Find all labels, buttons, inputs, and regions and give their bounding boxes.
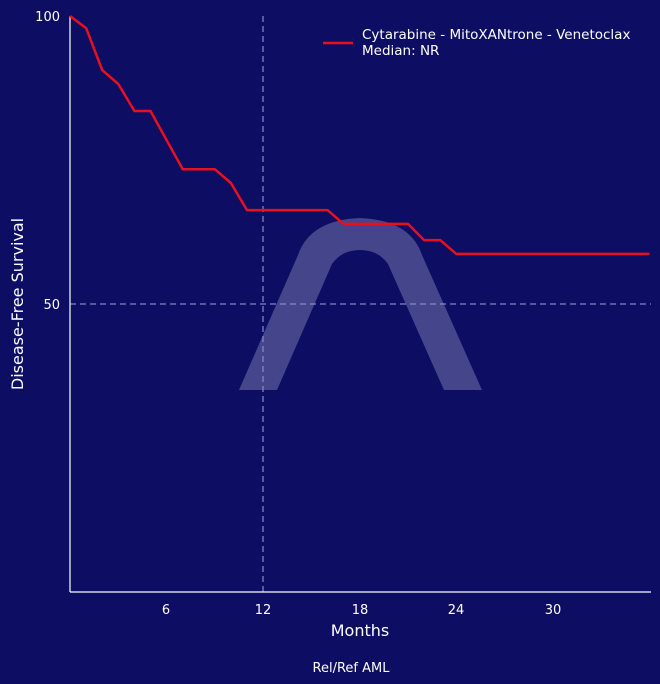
x-axis-title: Months — [331, 621, 389, 640]
x-tick-6: 6 — [162, 603, 170, 618]
x-tick-18: 18 — [352, 603, 369, 618]
x-ticks: 6 12 18 24 30 — [162, 603, 561, 618]
x-tick-24: 24 — [448, 603, 465, 618]
x-tick-30: 30 — [545, 603, 562, 618]
chart-caption: Rel/Ref AML — [313, 661, 391, 676]
y-tick-100: 100 — [35, 10, 60, 25]
survival-curve — [69, 15, 650, 256]
legend-median: Median: NR — [362, 43, 439, 59]
y-axis-title: Disease-Free Survival — [8, 218, 27, 390]
x-tick-12: 12 — [255, 603, 272, 618]
y-ticks: 100 50 — [35, 10, 60, 313]
watermark-logo-icon — [239, 218, 482, 390]
legend-label: Cytarabine - MitoXANtrone - Venetoclax — [362, 27, 630, 43]
legend: Cytarabine - MitoXANtrone - Venetoclax M… — [323, 27, 630, 59]
y-tick-50: 50 — [43, 298, 60, 313]
